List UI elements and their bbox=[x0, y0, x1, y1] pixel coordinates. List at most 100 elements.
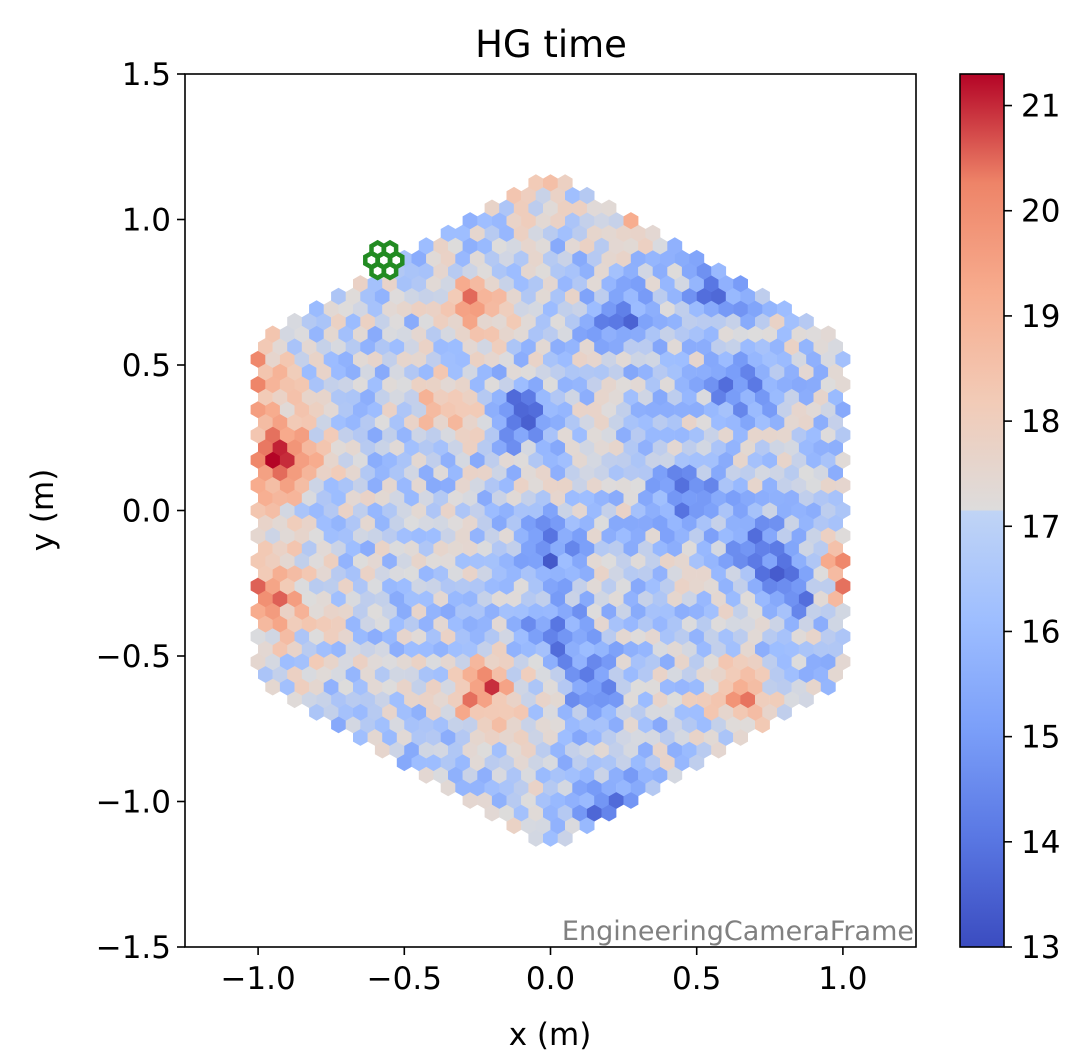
camera-pixel bbox=[389, 564, 405, 583]
camera-pixel bbox=[630, 350, 646, 368]
camera-pixel bbox=[301, 640, 317, 658]
camera-pixel bbox=[696, 464, 712, 482]
camera-pixel bbox=[484, 552, 500, 570]
camera-pixel bbox=[469, 577, 485, 595]
camera-pixel bbox=[272, 590, 288, 608]
camera-pixel bbox=[440, 275, 456, 293]
camera-pixel bbox=[484, 275, 500, 293]
camera-pixel bbox=[579, 615, 595, 633]
camera-pixel bbox=[411, 275, 427, 293]
camera-pixel bbox=[543, 804, 558, 822]
camera-pixel bbox=[448, 766, 463, 784]
camera-pixel bbox=[338, 577, 354, 595]
camera-pixel bbox=[828, 514, 843, 532]
camera-pixel bbox=[491, 464, 507, 482]
camera-pixel bbox=[835, 426, 851, 444]
camera-pixel bbox=[353, 451, 368, 469]
camera-pixel bbox=[440, 779, 456, 797]
camera-pixel bbox=[608, 388, 624, 406]
camera-pixel bbox=[404, 564, 420, 583]
camera-pixel bbox=[674, 375, 690, 394]
camera-pixel bbox=[272, 438, 288, 457]
camera-pixel bbox=[440, 602, 456, 620]
y-tick-label: 1.0 bbox=[122, 203, 171, 239]
camera-pixel bbox=[301, 539, 317, 557]
camera-pixel bbox=[265, 451, 281, 469]
camera-pixel bbox=[630, 602, 646, 620]
camera-pixel bbox=[674, 325, 690, 343]
camera-pixel bbox=[389, 413, 405, 431]
camera-pixel bbox=[367, 728, 383, 746]
camera-pixel bbox=[718, 653, 734, 671]
camera-pixel bbox=[594, 741, 610, 759]
camera-pixel bbox=[287, 338, 303, 356]
camera-pixel bbox=[784, 665, 800, 683]
camera-pixel bbox=[791, 627, 807, 646]
camera-pixel bbox=[777, 627, 792, 646]
camera-pixel bbox=[521, 564, 536, 583]
camera-pixel bbox=[608, 312, 624, 331]
camera-pixel bbox=[309, 426, 324, 444]
camera-pixel bbox=[667, 489, 683, 507]
camera-pixel bbox=[645, 602, 661, 620]
camera-pixel bbox=[798, 413, 814, 431]
camera-pixel bbox=[572, 249, 588, 268]
camera-pixel bbox=[579, 590, 595, 608]
camera-pixel bbox=[725, 665, 741, 683]
camera-pixel bbox=[360, 464, 376, 482]
camera-pixel bbox=[638, 665, 653, 683]
camera-pixel bbox=[791, 451, 807, 469]
camera-pixel bbox=[806, 451, 822, 469]
camera-pixel bbox=[777, 476, 792, 494]
camera-pixel bbox=[389, 665, 405, 683]
camera-pixel bbox=[374, 438, 390, 457]
camera-pixel bbox=[455, 451, 471, 469]
camera-pixel bbox=[287, 464, 303, 482]
camera-pixel bbox=[411, 552, 427, 570]
camera-pixel bbox=[433, 338, 449, 356]
camera-pixel bbox=[499, 451, 515, 469]
camera-pixel bbox=[418, 413, 434, 431]
camera-pixel bbox=[784, 438, 800, 457]
camera-pixel bbox=[601, 300, 617, 318]
camera-pixel bbox=[433, 640, 449, 658]
camera-pixel bbox=[828, 438, 843, 457]
camera-pixel bbox=[418, 489, 434, 507]
camera-pixel bbox=[382, 678, 398, 696]
camera-pixel bbox=[287, 615, 303, 633]
camera-pixel bbox=[499, 552, 515, 570]
camera-pixel bbox=[660, 350, 675, 368]
camera-pixel bbox=[433, 564, 449, 583]
camera-pixel bbox=[740, 287, 756, 305]
camera-pixel bbox=[499, 275, 515, 293]
camera-pixel bbox=[638, 489, 653, 507]
camera-pixel bbox=[762, 476, 778, 494]
camera-pixel bbox=[769, 489, 785, 507]
camera-pixel bbox=[528, 174, 544, 192]
camera-pixel bbox=[499, 728, 515, 746]
camera-pixel bbox=[462, 287, 478, 305]
camera-pixel bbox=[681, 564, 697, 583]
camera-pixel bbox=[535, 489, 551, 507]
camera-pixel bbox=[572, 199, 588, 217]
camera-pixel bbox=[382, 325, 398, 343]
camera-pixel bbox=[433, 590, 449, 608]
camera-pixel bbox=[681, 590, 697, 608]
camera-pixel bbox=[294, 350, 310, 368]
camera-pixel bbox=[491, 615, 507, 633]
camera-pixel bbox=[798, 438, 814, 457]
camera-pixel bbox=[374, 539, 390, 557]
camera-pixel bbox=[331, 388, 346, 406]
camera-pixel bbox=[616, 728, 632, 746]
camera-pixel bbox=[353, 300, 368, 318]
camera-pixel bbox=[265, 426, 281, 444]
camera-pixel bbox=[733, 275, 748, 293]
camera-pixel bbox=[418, 514, 434, 532]
camera-pixel bbox=[506, 816, 522, 835]
camera-pixel bbox=[791, 602, 807, 620]
camera-pixel bbox=[374, 489, 390, 507]
camera-pixel bbox=[645, 275, 661, 293]
camera-pixel bbox=[301, 564, 317, 583]
camera-pixel bbox=[448, 690, 463, 709]
camera-pixel bbox=[418, 564, 434, 583]
